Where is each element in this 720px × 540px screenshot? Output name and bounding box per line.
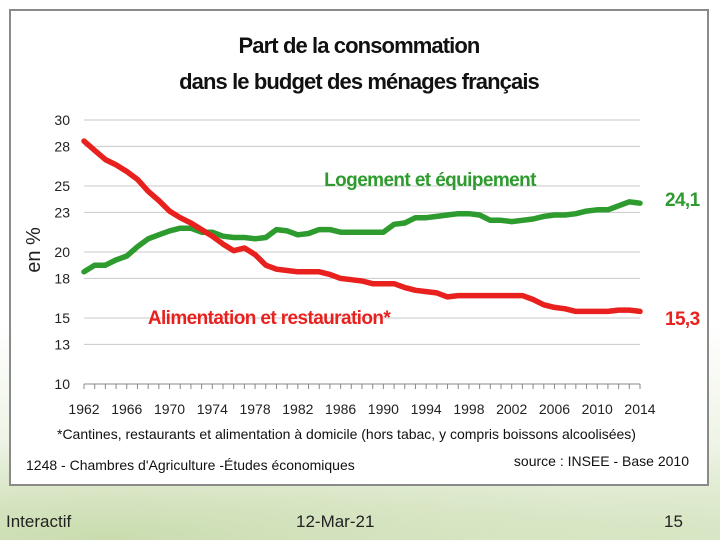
x-tick-label-1986: 1986 <box>325 401 356 417</box>
y-tick-label-23: 23 <box>54 204 70 220</box>
y-tick-label-10: 10 <box>54 376 70 392</box>
x-tick-label-2006: 2006 <box>539 401 570 417</box>
y-tick-label-20: 20 <box>54 244 70 260</box>
x-tick-label-2014: 2014 <box>624 401 655 417</box>
footer-interactif-label: Interactif <box>6 512 72 531</box>
series-name-label-logement: Logement et équipement <box>324 170 537 191</box>
x-tick-label-1994: 1994 <box>411 401 442 417</box>
series-line-logement <box>81 199 643 275</box>
chart-credit: 1248 - Chambres d'Agriculture -Études éc… <box>26 457 355 473</box>
y-tick-label-13: 13 <box>54 336 70 352</box>
footer-page-number: 15 <box>664 512 683 531</box>
y-tick-label-30: 30 <box>54 112 70 128</box>
x-tick-label-1974: 1974 <box>197 401 228 417</box>
x-tick-label-2010: 2010 <box>582 401 613 417</box>
series-end-value-logement: 24,1 <box>665 190 701 211</box>
series-end-value-alimentation: 15,3 <box>665 309 700 330</box>
x-tick-label-1982: 1982 <box>282 401 313 417</box>
y-tick-label-25: 25 <box>54 178 70 194</box>
x-tick-label-1978: 1978 <box>239 401 270 417</box>
x-tick-label-2002: 2002 <box>496 401 527 417</box>
chart-footnote: *Cantines, restaurants et alimentation à… <box>57 426 636 442</box>
chart-source: source : INSEE - Base 2010 <box>514 453 689 469</box>
x-tick-label-1998: 1998 <box>453 401 484 417</box>
series-name-label-alimentation: Alimentation et restauration* <box>148 308 392 329</box>
chart-title-line-2: dans le budget des ménages français <box>179 69 539 94</box>
y-tick-label-28: 28 <box>54 138 70 154</box>
x-tick-label-1966: 1966 <box>111 401 142 417</box>
x-tick-label-1970: 1970 <box>154 401 185 417</box>
x-tick-label-1962: 1962 <box>68 401 99 417</box>
series-line-alimentation <box>81 138 643 315</box>
footer-date: 12-Mar-21 <box>296 512 375 531</box>
y-tick-label-15: 15 <box>54 310 70 326</box>
chart-title-line-1: Part de la consommation <box>239 33 480 58</box>
y-axis-label: en % <box>23 227 45 273</box>
x-tick-label-1990: 1990 <box>368 401 399 417</box>
line-chart: 10 13 15 18 20 23 25 28 30 1962 1966 1970 1974 1978 19… <box>23 33 701 473</box>
chart-frame: 10 13 15 18 20 23 25 28 30 1962 1966 1970 1974 1978 19… <box>9 9 709 486</box>
y-tick-label-18: 18 <box>54 270 70 286</box>
